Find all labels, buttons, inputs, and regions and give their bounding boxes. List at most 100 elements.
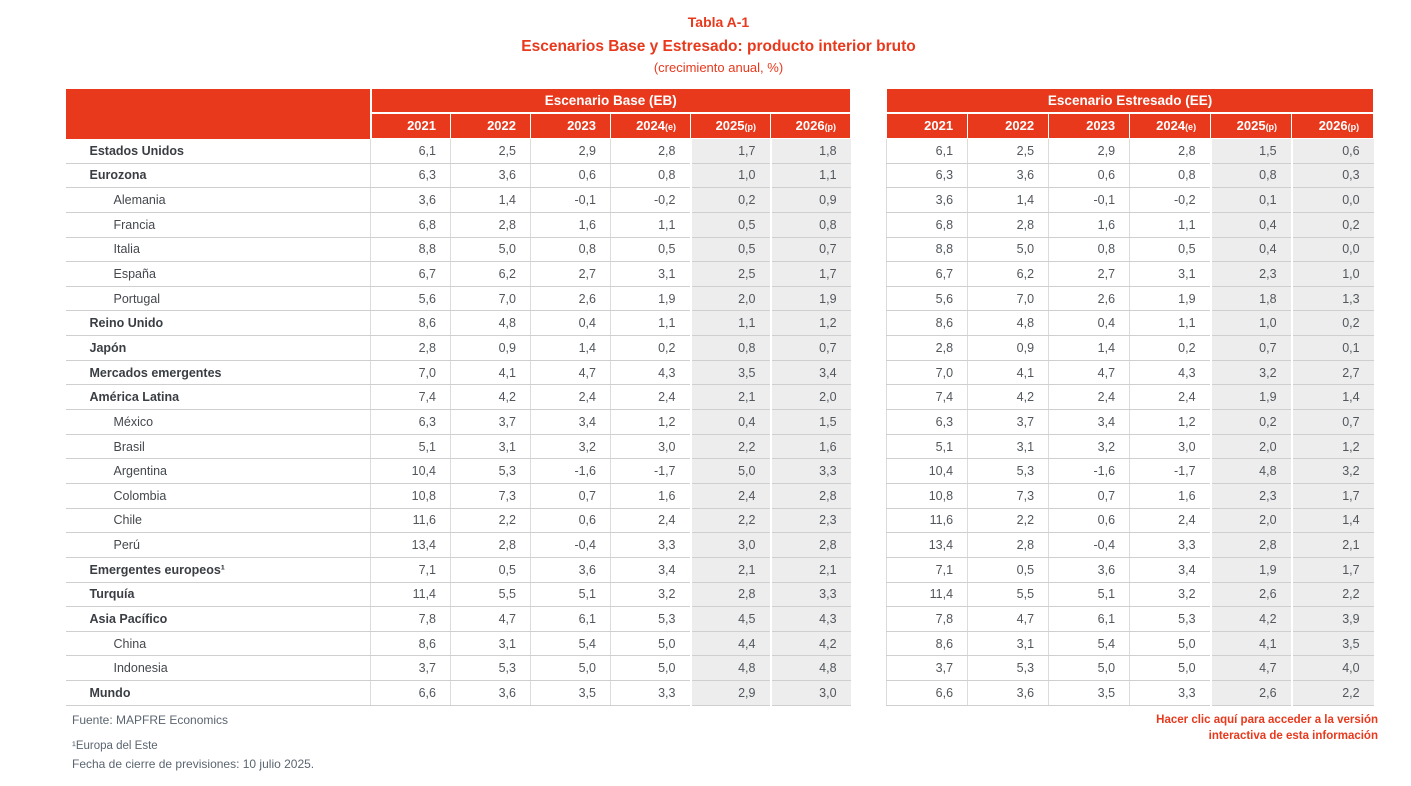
cell-value: 0,4 xyxy=(530,310,611,337)
cell-value: 1,9 xyxy=(1129,286,1211,312)
cell-value: 1,2 xyxy=(1129,409,1211,435)
cell-value: 6,6 xyxy=(886,680,968,706)
cell-value: 3,3 xyxy=(610,680,691,706)
cell-value: 3,6 xyxy=(967,680,1049,706)
cell-value: 2,0 xyxy=(769,384,851,411)
cell-value: 4,8 xyxy=(967,310,1049,337)
cell-value: 4,2 xyxy=(1209,606,1292,632)
cell-value: 1,5 xyxy=(1209,138,1292,164)
cell-value: 5,5 xyxy=(450,582,531,608)
cell-value: 4,8 xyxy=(450,310,531,337)
year-header: 2025(p) xyxy=(690,112,771,139)
table-row: Brasil 5,1 3,1 3,2 3,0 2,2 1,6 xyxy=(65,434,851,460)
year-header: 2025(p) xyxy=(1210,112,1293,139)
cell-value: 0,4 xyxy=(689,409,771,435)
interactive-link-line2: interactiva de esta información xyxy=(1208,730,1378,743)
cell-value: 0,6 xyxy=(1290,138,1374,164)
year-header: 2024(e) xyxy=(1129,112,1212,139)
cell-value: 5,0 xyxy=(689,458,771,484)
cell-value: 3,1 xyxy=(610,261,691,287)
cell-value: -0,1 xyxy=(1048,187,1130,213)
cell-value: -1,6 xyxy=(1048,458,1130,484)
table-row: 3,7 5,3 5,0 5,0 4,7 4,0 xyxy=(886,655,1374,682)
source-note: Fuente: MAPFRE Economics xyxy=(72,713,229,727)
cell-value: 5,1 xyxy=(370,434,451,460)
header-row-years: 2021 2022 2023 2024(e) 2025(p) 2026(p) xyxy=(886,112,1375,139)
cell-value: 1,6 xyxy=(1048,212,1130,238)
table-row: Portugal 5,6 7,0 2,6 1,9 2,0 1,9 xyxy=(65,286,851,312)
cell-value: 1,6 xyxy=(530,212,611,238)
cell-value: 3,4 xyxy=(1129,557,1211,583)
cell-value: 2,8 xyxy=(967,212,1049,238)
cell-value: 2,8 xyxy=(1129,138,1211,164)
cell-value: 1,4 xyxy=(1290,508,1374,534)
cell-value: 0,0 xyxy=(1290,237,1374,263)
year-label: 2022 xyxy=(1005,118,1035,134)
year-suffix: (p) xyxy=(1347,122,1360,133)
cell-value: 5,3 xyxy=(967,458,1049,484)
cell-value: 2,6 xyxy=(1209,582,1292,608)
cell-value: 4,8 xyxy=(689,655,771,682)
cell-value: 1,1 xyxy=(769,163,851,189)
row-label: Emergentes europeos¹ xyxy=(65,557,371,583)
cell-value: 0,8 xyxy=(1129,163,1211,189)
cell-value: 8,6 xyxy=(886,631,968,657)
table-row: México 6,3 3,7 3,4 1,2 0,4 1,5 xyxy=(65,409,851,435)
cell-value: 1,9 xyxy=(1209,557,1292,583)
cell-value: 3,3 xyxy=(769,458,851,484)
cell-value: 3,2 xyxy=(1209,360,1292,386)
cell-value: 6,1 xyxy=(370,138,451,164)
cell-value: 2,4 xyxy=(610,384,691,411)
table-row: 7,0 4,1 4,7 4,3 3,2 2,7 xyxy=(886,360,1374,386)
cell-value: 3,4 xyxy=(610,557,691,583)
table-row: China 8,6 3,1 5,4 5,0 4,4 4,2 xyxy=(65,631,851,657)
table-row: Emergentes europeos¹ 7,1 0,5 3,6 3,4 2,1 2,1 xyxy=(65,557,851,583)
cell-value: 5,4 xyxy=(530,631,611,657)
row-label: Francia xyxy=(65,212,371,238)
cell-value: 3,0 xyxy=(610,434,691,460)
interactive-link-line1: Hacer clic aquí para acceder a la versió… xyxy=(1156,714,1378,726)
cell-value: 6,3 xyxy=(370,409,451,435)
row-label: Brasil xyxy=(65,434,371,460)
cell-value: 3,7 xyxy=(450,409,531,435)
table-title-block: Tabla A-1 Escenarios Base y Estresado: p… xyxy=(65,14,1372,75)
cell-value: -0,4 xyxy=(1048,532,1130,558)
year-label: 2021 xyxy=(924,118,954,134)
table-number: Tabla A-1 xyxy=(687,14,750,30)
cell-value: 2,6 xyxy=(530,286,611,312)
cell-value: 5,1 xyxy=(1048,582,1130,608)
cell-value: 3,1 xyxy=(450,631,531,657)
row-label: Mundo xyxy=(65,680,371,706)
table-row: 6,1 2,5 2,9 2,8 1,5 0,6 xyxy=(886,138,1374,164)
cell-value: 8,6 xyxy=(370,631,451,657)
cell-value: 5,6 xyxy=(370,286,451,312)
row-label: Mercados emergentes xyxy=(65,360,371,386)
row-label: Eurozona xyxy=(65,163,371,189)
table-row: 8,6 3,1 5,4 5,0 4,1 3,5 xyxy=(886,631,1374,657)
table-row: 11,4 5,5 5,1 3,2 2,6 2,2 xyxy=(886,582,1374,608)
cell-value: 2,5 xyxy=(967,138,1049,164)
cell-value: 3,7 xyxy=(370,655,451,682)
cell-value: 7,8 xyxy=(370,606,451,632)
cell-value: 3,4 xyxy=(530,409,611,435)
table-subtitle: (crecimiento anual, %) xyxy=(653,60,784,75)
row-label: Estados Unidos xyxy=(65,138,371,164)
cell-value: 3,5 xyxy=(1048,680,1130,706)
table-row: 6,3 3,6 0,6 0,8 0,8 0,3 xyxy=(886,163,1374,189)
cell-value: 4,3 xyxy=(769,606,851,632)
row-label: Perú xyxy=(65,532,371,558)
cell-value: 2,8 xyxy=(450,532,531,558)
cell-value: 3,1 xyxy=(450,434,531,460)
scenario-tables: Escenario Base (EB) 2021 2022 2023 2024(e) 20… xyxy=(65,88,1375,706)
table-row: Turquía 11,4 5,5 5,1 3,2 2,8 3,3 xyxy=(65,582,851,608)
cell-value: 1,2 xyxy=(769,310,851,337)
escenario-estresado-table: Escenario Estresado (EE) 2021 2022 2023 2024… xyxy=(886,88,1375,706)
cell-value: 4,1 xyxy=(1209,631,1292,657)
cell-value: 1,0 xyxy=(1209,310,1292,337)
cell-value: 3,9 xyxy=(1290,606,1374,632)
cell-value: 2,5 xyxy=(689,261,771,287)
cell-value: 5,0 xyxy=(1129,655,1211,682)
cell-value: 4,8 xyxy=(769,655,851,682)
cell-value: 10,4 xyxy=(370,458,451,484)
interactive-version-link[interactable]: Hacer clic aquí para acceder a la versió… xyxy=(1048,712,1378,744)
